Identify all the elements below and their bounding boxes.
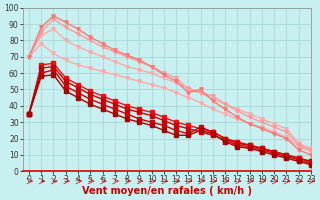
X-axis label: Vent moyen/en rafales ( km/h ): Vent moyen/en rafales ( km/h ) — [82, 186, 252, 196]
